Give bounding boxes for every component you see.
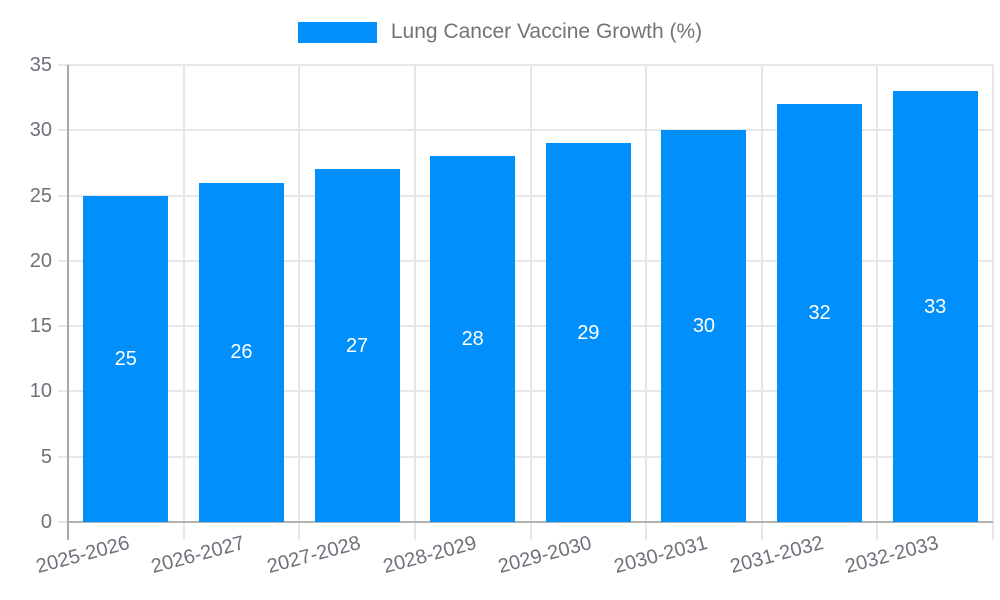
bar [198, 182, 284, 522]
bar-value-label: 27 [345, 334, 369, 357]
legend-marker-swatch [297, 21, 377, 43]
bar [83, 195, 169, 522]
y-tick-label: 10 [29, 380, 52, 403]
y-tick-label: 20 [29, 249, 52, 272]
bar-value-label: 26 [230, 341, 253, 364]
gridline-horizontal [58, 194, 993, 197]
y-axis-line [67, 65, 69, 540]
gridline-vertical [992, 65, 994, 540]
y-tick-label: 15 [29, 315, 52, 338]
bar [661, 130, 747, 522]
gridline-vertical [876, 65, 879, 540]
gridline-horizontal [58, 129, 993, 132]
gridline-vertical [298, 65, 301, 540]
gridline-vertical [529, 65, 532, 540]
y-tick-label: 5 [40, 445, 52, 468]
gridline-vertical [182, 65, 185, 540]
chart-legend[interactable]: Lung Cancer Vaccine Growth (%) [0, 21, 1000, 43]
bar [314, 169, 400, 522]
legend-label: Lung Cancer Vaccine Growth (%) [390, 20, 703, 43]
gridline-horizontal [58, 390, 993, 393]
gridline-vertical [760, 65, 763, 540]
gridline-vertical [413, 65, 416, 540]
bar [892, 91, 978, 522]
bar-value-label: 25 [114, 347, 137, 370]
y-tick-label: 35 [29, 54, 52, 76]
bar-value-label: 29 [577, 321, 600, 344]
bar-value-label: 28 [461, 328, 484, 351]
gridline-horizontal [58, 64, 993, 66]
bar-value-label: 30 [692, 315, 716, 338]
bar [430, 156, 516, 522]
x-axis-line [68, 521, 993, 523]
bar [545, 143, 631, 522]
gridline-vertical [645, 65, 648, 540]
gridline-horizontal [58, 455, 993, 458]
gridline-horizontal [58, 325, 993, 328]
y-tick-label: 25 [29, 184, 52, 207]
bar [777, 104, 863, 522]
bar-value-label: 32 [808, 302, 831, 325]
y-tick-label: 0 [40, 511, 52, 533]
y-tick-label: 30 [29, 119, 52, 142]
bar-value-label: 33 [924, 295, 947, 318]
gridline-horizontal [58, 259, 993, 262]
